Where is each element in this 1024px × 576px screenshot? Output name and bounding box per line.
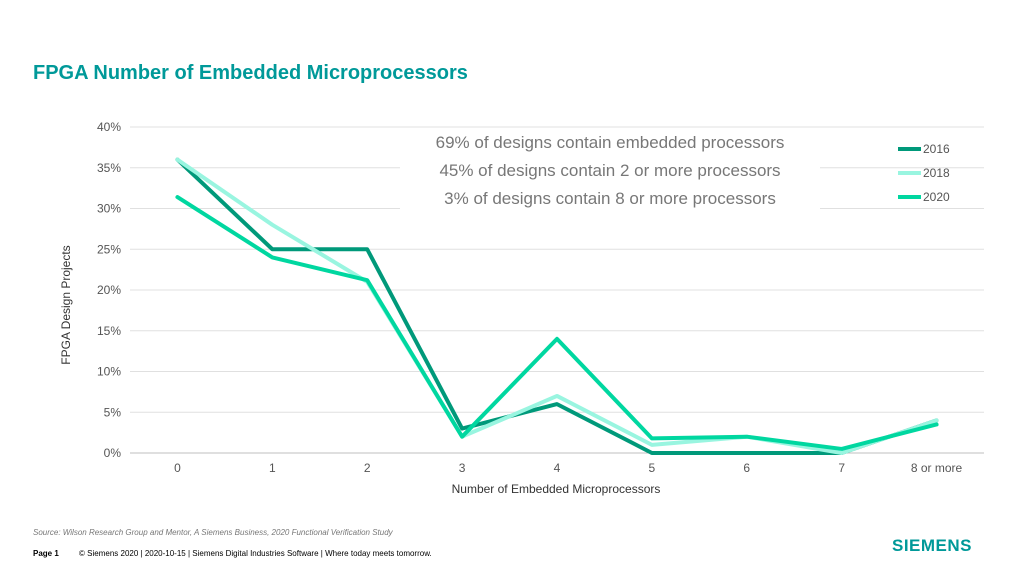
- source-note: Source: Wilson Research Group and Mentor…: [33, 528, 393, 537]
- footer-text: © Siemens 2020 | 2020-10-15 | Siemens Di…: [79, 549, 432, 558]
- series-lines: [175, 157, 939, 455]
- x-tick-label: 1: [269, 461, 276, 475]
- x-axis-label: Number of Embedded Microprocessors: [451, 482, 661, 496]
- x-tick-label: 5: [649, 461, 656, 475]
- page-title: FPGA Number of Embedded Microprocessors: [33, 62, 468, 84]
- y-tick-label: 20%: [97, 283, 121, 297]
- x-tick-label: 2: [364, 461, 371, 475]
- x-tick-label: 0: [174, 461, 181, 475]
- x-tick-label: 3: [459, 461, 466, 475]
- legend-label: 2016: [923, 142, 950, 156]
- y-tick-label: 35%: [97, 161, 121, 175]
- x-tick-label: 8 or more: [911, 461, 963, 475]
- footer: Page 1 © Siemens 2020 | 2020-10-15 | Sie…: [33, 549, 432, 558]
- y-tick-label: 5%: [104, 405, 122, 419]
- x-tick-label: 7: [838, 461, 845, 475]
- annotation-embedded: 69% of designs contain embedded processo…: [400, 132, 820, 154]
- page-number: Page 1: [33, 549, 59, 558]
- legend-label: 2020: [923, 190, 950, 204]
- y-axis-label: FPGA Design Projects: [59, 245, 73, 365]
- annotation-eight-or-more: 3% of designs contain 8 or more processo…: [400, 188, 820, 210]
- legend-label: 2018: [923, 166, 950, 180]
- annotation-two-or-more: 45% of designs contain 2 or more process…: [400, 160, 820, 182]
- siemens-logo: SIEMENS: [892, 536, 973, 555]
- y-tick-labels: 0% 5% 10% 15% 20% 25% 30% 35% 40%: [97, 120, 121, 460]
- y-tick-label: 15%: [97, 324, 121, 338]
- y-tick-label: 30%: [97, 202, 121, 216]
- y-tick-label: 25%: [97, 242, 121, 256]
- legend: 2016 2018 2020: [898, 142, 950, 204]
- y-tick-label: 40%: [97, 120, 121, 134]
- x-tick-labels: 0 1 2 3 4 5 6 7 8 or more: [174, 461, 962, 475]
- x-tick-label: 4: [554, 461, 561, 475]
- x-tick-label: 6: [743, 461, 750, 475]
- series-line-2018: [175, 157, 939, 455]
- y-tick-label: 0%: [104, 446, 122, 460]
- y-tick-label: 10%: [97, 365, 121, 379]
- series-line-2020: [175, 195, 939, 451]
- series-line-2016: [175, 157, 939, 455]
